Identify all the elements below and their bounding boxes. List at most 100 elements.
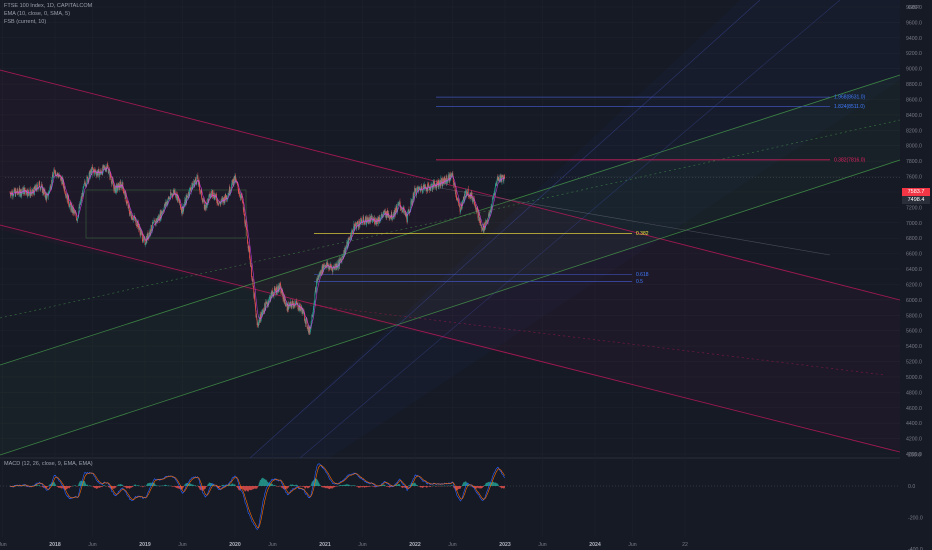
macd-histogram-bar	[395, 485, 397, 486]
candle-body	[335, 264, 337, 268]
macd-histogram-bar	[413, 483, 414, 486]
candle-body	[14, 190, 16, 193]
macd-histogram-bar	[324, 486, 326, 488]
macd-histogram-bar	[44, 486, 45, 488]
ema-legend[interactable]: EMA (10, close, 0, SMA, 5)	[4, 11, 71, 17]
candle-body	[466, 190, 467, 196]
candle-body	[49, 185, 51, 188]
candle-body	[88, 172, 90, 178]
candle-body	[92, 168, 94, 171]
candle-body	[213, 192, 214, 197]
macd-histogram-bar	[292, 484, 294, 486]
macd-histogram-bar	[254, 486, 256, 489]
candle-body	[112, 181, 114, 185]
candle-body	[104, 166, 105, 168]
candle-body	[266, 302, 267, 303]
candle-body	[139, 226, 141, 230]
macd-histogram-bar	[347, 484, 349, 486]
candle-body	[210, 193, 212, 195]
macd-histogram-bar	[99, 486, 101, 488]
macd-histogram-bar	[484, 484, 486, 486]
candle-body	[207, 198, 208, 205]
macd-histogram-bar	[44, 486, 46, 488]
macd-histogram-bar	[356, 486, 358, 487]
candle-body	[87, 178, 89, 182]
candle-body	[413, 197, 415, 200]
candle-body	[452, 173, 454, 177]
macd-histogram-bar	[58, 486, 59, 488]
macd-histogram-bar	[266, 480, 268, 486]
price-tick-label: 9800.0	[906, 5, 922, 11]
candle-body	[404, 211, 405, 213]
macd-histogram-bar	[113, 486, 115, 490]
candle-body	[490, 206, 492, 212]
candle-body	[205, 208, 206, 209]
candle-body	[265, 301, 267, 303]
candle-body	[127, 203, 129, 209]
candle-body	[284, 296, 285, 304]
candle-body	[48, 191, 50, 193]
last-price-tag: 7583.7	[902, 188, 930, 196]
macd-histogram-bar	[206, 486, 207, 487]
candle-body	[55, 171, 56, 175]
candle-body	[133, 217, 134, 220]
macd-histogram-bar	[182, 486, 184, 488]
candle-body	[17, 188, 19, 193]
macd-histogram-bar	[260, 479, 261, 486]
candle-body	[343, 250, 345, 258]
candle-body	[19, 188, 20, 195]
time-axis[interactable]: Jun2018Jun2019Jun2020Jun2021Jun2022Jun20…	[0, 542, 688, 548]
candle-body	[383, 211, 384, 215]
candle-body	[254, 298, 256, 302]
candle-body	[142, 233, 143, 241]
macd-histogram-bar	[86, 484, 88, 486]
macd-histogram-bar	[281, 486, 283, 488]
macd-histogram-bar	[313, 479, 315, 486]
macd-axis[interactable]: 200.00.0-200.0-400.0	[908, 452, 923, 550]
macd-histogram-bar	[291, 485, 292, 486]
candle-body	[415, 188, 417, 195]
candle-body	[248, 248, 249, 250]
candle-body	[194, 182, 195, 188]
macd-histogram-bar	[146, 485, 147, 486]
blue-fan-fill	[250, 0, 900, 458]
candle-body	[408, 209, 409, 212]
candle-body	[111, 181, 113, 185]
candle-body	[345, 248, 346, 254]
candle-body	[451, 174, 452, 175]
macd-histogram-bar	[128, 486, 130, 489]
candle-body	[487, 217, 489, 222]
candle-body	[175, 194, 176, 195]
price-axis[interactable]: 9800.09600.09400.09200.09000.08800.08600…	[906, 5, 922, 458]
candle-body	[336, 267, 338, 269]
candle-body	[487, 220, 488, 222]
macd-histogram-bar	[154, 484, 156, 486]
candle-body	[371, 215, 372, 217]
candle-body	[110, 178, 112, 182]
price-tick-label: 9400.0	[906, 36, 922, 42]
macd-histogram-bar	[100, 486, 102, 487]
macd-legend[interactable]: MACD (12, 26, close, 9, EMA, EMA)	[4, 461, 93, 467]
fsb-legend[interactable]: FSB (current, 10)	[4, 19, 47, 25]
price-tick-label: 5000.0	[906, 375, 922, 381]
macd-histogram-bar	[344, 485, 345, 486]
candle-body	[287, 310, 288, 312]
candle-body	[411, 200, 412, 205]
macd-histogram-bar	[467, 483, 468, 486]
candle-body	[193, 184, 194, 186]
macd-histogram-bar	[360, 486, 361, 487]
candle-body	[222, 197, 224, 202]
candle-body	[348, 237, 349, 246]
macd-histogram-bar	[262, 478, 263, 486]
candle-body	[433, 181, 434, 183]
candle-body	[317, 278, 319, 280]
macd-histogram-bar	[119, 484, 121, 486]
candle-body	[419, 187, 421, 190]
candle-body	[274, 287, 276, 289]
macd-histogram-bar	[324, 486, 325, 488]
candle-body	[92, 168, 94, 170]
candle-body	[17, 192, 19, 194]
symbol-title[interactable]: FTSE 100 Index, 1D, CAPITALCOM	[4, 3, 93, 9]
candle-body	[149, 232, 150, 235]
